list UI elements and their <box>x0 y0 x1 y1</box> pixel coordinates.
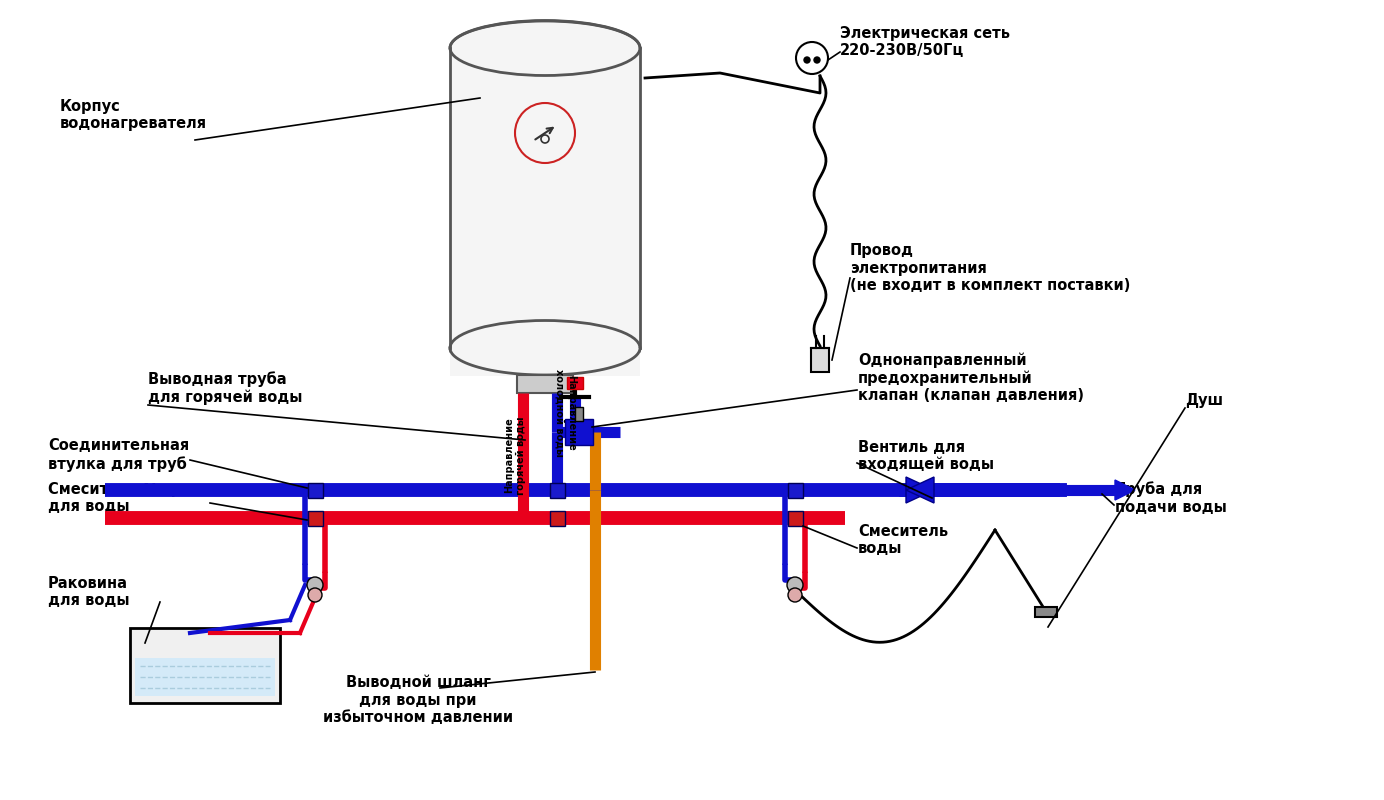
Bar <box>130 628 280 703</box>
Bar <box>787 482 803 498</box>
Circle shape <box>515 103 574 163</box>
Polygon shape <box>1116 480 1135 500</box>
Bar <box>549 510 565 526</box>
Bar <box>518 375 573 393</box>
Text: Смеситель
воды: Смеситель воды <box>858 524 948 556</box>
Circle shape <box>787 577 803 593</box>
Text: Выводной шланг
для воды при
избыточном давлении: Выводной шланг для воды при избыточном д… <box>322 675 513 725</box>
Bar <box>1035 607 1057 617</box>
Bar <box>307 482 322 498</box>
Circle shape <box>796 42 828 74</box>
Text: Душ: Душ <box>1185 393 1223 407</box>
Bar <box>307 510 322 526</box>
Circle shape <box>307 577 322 593</box>
Circle shape <box>814 57 819 63</box>
Bar <box>450 348 639 376</box>
Polygon shape <box>907 477 934 503</box>
Text: Выводная труба
для горячей воды: Выводная труба для горячей воды <box>148 371 302 405</box>
Bar <box>787 510 803 526</box>
Circle shape <box>787 588 801 602</box>
Bar <box>565 419 592 445</box>
Text: Направление
холодной воды: Направление холодной воды <box>554 369 576 457</box>
Ellipse shape <box>450 21 639 75</box>
Text: Провод
электропитания
(не входит в комплект поставки): Провод электропитания (не входит в компл… <box>850 243 1131 293</box>
Bar <box>450 48 639 348</box>
Polygon shape <box>907 477 934 503</box>
Text: Однонаправленный
предохранительный
клапан (клапан давления): Однонаправленный предохранительный клапа… <box>858 353 1084 403</box>
Bar <box>811 348 829 372</box>
Text: Вентиль для
входящей воды: Вентиль для входящей воды <box>858 440 994 472</box>
Text: Труба для
подачи воды: Труба для подачи воды <box>1116 482 1226 514</box>
Bar <box>549 482 565 498</box>
Text: Смеситель №кран
для воды: Смеситель №кран для воды <box>48 482 201 514</box>
Text: Направление
горячей воды: Направление горячей воды <box>504 416 526 494</box>
Bar <box>574 407 583 421</box>
Text: Корпус
водонагревателя: Корпус водонагревателя <box>60 98 208 131</box>
Circle shape <box>309 588 322 602</box>
Bar <box>136 658 275 696</box>
Text: Раковина
для воды: Раковина для воды <box>48 576 130 608</box>
Text: Соединительная
втулка для труб: Соединительная втулка для труб <box>48 438 190 472</box>
Bar <box>567 377 583 389</box>
Ellipse shape <box>450 321 639 375</box>
Text: Электрическая сеть
220-230В/50Гц: Электрическая сеть 220-230В/50Гц <box>840 26 1010 58</box>
Circle shape <box>804 57 810 63</box>
